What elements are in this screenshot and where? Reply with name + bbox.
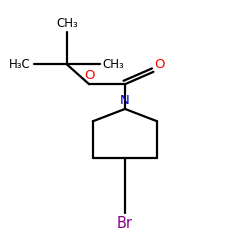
Text: N: N: [120, 94, 130, 108]
Text: O: O: [84, 69, 94, 82]
Text: H₃C: H₃C: [9, 58, 31, 71]
Text: O: O: [155, 58, 165, 70]
Text: CH₃: CH₃: [103, 58, 124, 71]
Text: Br: Br: [117, 216, 133, 231]
Text: CH₃: CH₃: [56, 17, 78, 30]
